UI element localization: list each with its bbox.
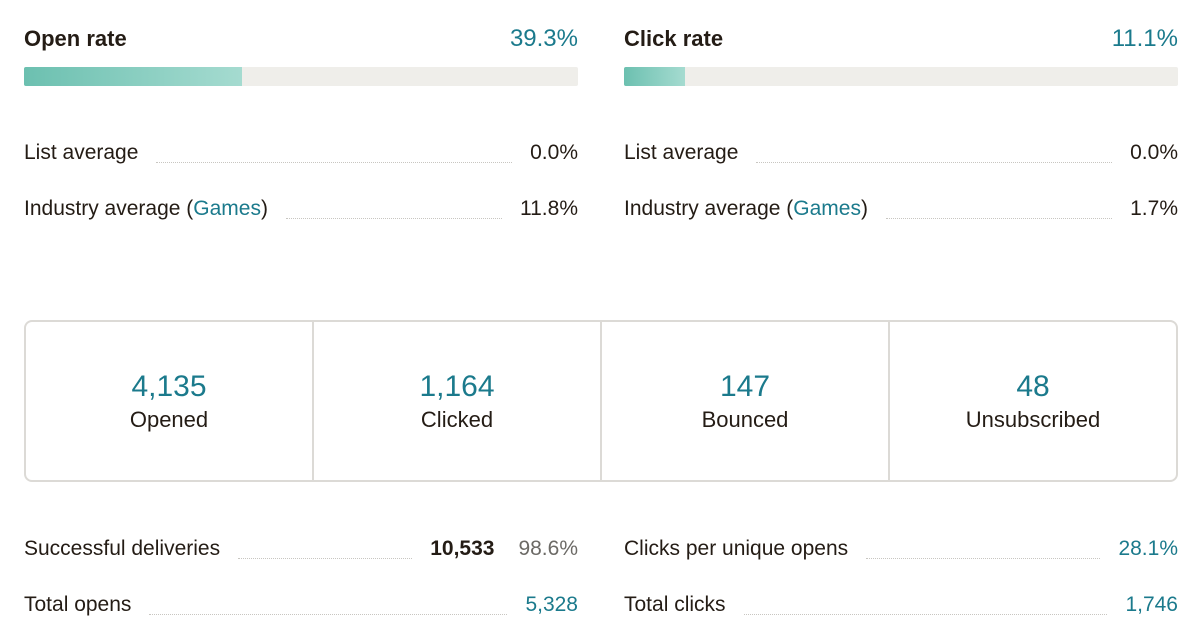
bounced-count: 147 bbox=[719, 370, 771, 403]
click-rate-title: Click rate bbox=[624, 26, 724, 51]
click-industry-average-row: Industry average (Games) 1.7% bbox=[624, 194, 1178, 224]
clicks-per-unique-opens-row: Clicks per unique opens 28.1% bbox=[624, 534, 1178, 564]
industry-label-suffix: ) bbox=[860, 197, 868, 220]
click-list-average-label: List average bbox=[624, 141, 739, 164]
dotted-leader bbox=[743, 614, 1108, 615]
clicked-count: 1,164 bbox=[419, 370, 495, 403]
successful-deliveries-row: Successful deliveries 10,533 98.6% bbox=[24, 534, 578, 564]
count-cell-clicked[interactable]: 1,164 Clicked bbox=[314, 322, 602, 480]
total-opens-value[interactable]: 5,328 bbox=[525, 593, 578, 616]
bounced-label: Bounced bbox=[701, 407, 789, 432]
click-rate-progress-bar bbox=[624, 67, 1178, 86]
opened-count: 4,135 bbox=[131, 370, 207, 403]
click-list-average-row: List average 0.0% bbox=[624, 138, 1178, 168]
dotted-leader bbox=[156, 162, 513, 163]
open-rate-title: Open rate bbox=[24, 26, 127, 51]
total-clicks-label: Total clicks bbox=[624, 593, 726, 616]
click-rate-progress-fill bbox=[624, 67, 686, 86]
click-rate-value: 11.1% bbox=[1111, 25, 1178, 52]
open-list-average-label: List average bbox=[24, 141, 139, 164]
dotted-leader bbox=[238, 558, 413, 559]
total-clicks-row: Total clicks 1,746 bbox=[624, 590, 1178, 620]
count-cell-opened[interactable]: 4,135 Opened bbox=[26, 322, 314, 480]
industry-games-link[interactable]: Games bbox=[793, 197, 861, 220]
unsubscribed-label: Unsubscribed bbox=[965, 407, 1101, 432]
opened-label: Opened bbox=[129, 407, 209, 432]
dotted-leader bbox=[885, 218, 1113, 219]
open-industry-average-label: Industry average (Games) bbox=[24, 197, 268, 221]
industry-games-link[interactable]: Games bbox=[193, 197, 261, 220]
clicked-label: Clicked bbox=[420, 407, 494, 432]
successful-deliveries-percent: 98.6% bbox=[518, 537, 578, 560]
clicks-per-unique-opens-value: 28.1% bbox=[1118, 537, 1178, 560]
dotted-leader bbox=[756, 162, 1113, 163]
open-rate-progress-fill bbox=[24, 67, 242, 86]
click-rate-header: Click rate 11.1% bbox=[624, 24, 1178, 54]
successful-deliveries-label: Successful deliveries bbox=[24, 537, 221, 560]
dotted-leader bbox=[285, 218, 502, 219]
open-list-average-value: 0.0% bbox=[530, 141, 578, 164]
dotted-leader bbox=[149, 614, 508, 615]
total-opens-row: Total opens 5,328 bbox=[24, 590, 578, 620]
total-opens-label: Total opens bbox=[24, 593, 132, 616]
count-cell-unsubscribed[interactable]: 48 Unsubscribed bbox=[890, 322, 1176, 480]
open-rate-progress-bar bbox=[24, 67, 578, 86]
click-industry-average-value: 1.7% bbox=[1130, 197, 1178, 220]
click-list-average-value: 0.0% bbox=[1130, 141, 1178, 164]
count-cell-bounced[interactable]: 147 Bounced bbox=[602, 322, 890, 480]
successful-deliveries-value: 10,533 bbox=[430, 537, 495, 560]
industry-label-suffix: ) bbox=[260, 197, 268, 220]
industry-label-prefix: Industry average ( bbox=[24, 197, 194, 220]
total-clicks-value[interactable]: 1,746 bbox=[1125, 593, 1178, 616]
open-list-average-row: List average 0.0% bbox=[24, 138, 578, 168]
click-industry-average-label: Industry average (Games) bbox=[624, 197, 868, 221]
open-rate-value: 39.3% bbox=[509, 25, 578, 52]
summary-counts-box: 4,135 Opened 1,164 Clicked 147 Bounced 4… bbox=[24, 320, 1178, 482]
clicks-per-unique-opens-label: Clicks per unique opens bbox=[624, 537, 849, 560]
open-industry-average-row: Industry average (Games) 11.8% bbox=[24, 194, 578, 224]
industry-label-prefix: Industry average ( bbox=[624, 197, 794, 220]
open-rate-header: Open rate 39.3% bbox=[24, 24, 578, 54]
unsubscribed-count: 48 bbox=[1016, 370, 1050, 403]
open-industry-average-value: 11.8% bbox=[520, 197, 578, 220]
dotted-leader bbox=[866, 558, 1101, 559]
